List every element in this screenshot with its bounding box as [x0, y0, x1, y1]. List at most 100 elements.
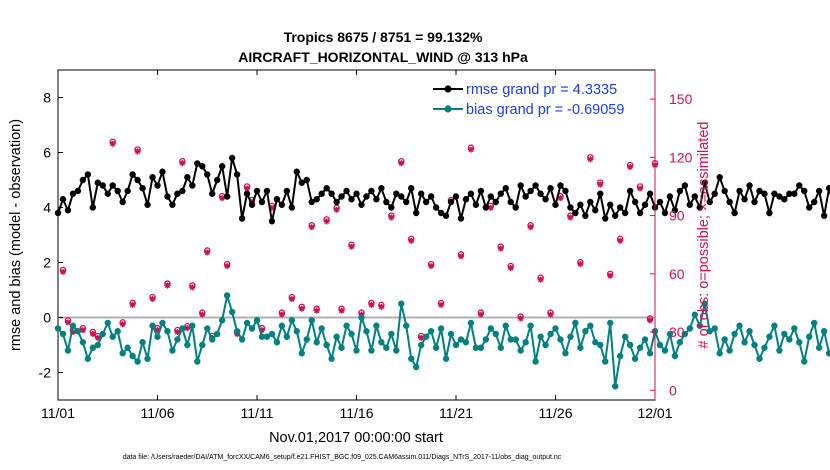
rmse-point: [820, 212, 828, 219]
obs-assimilated-point: [607, 272, 614, 279]
bias-point: [442, 355, 450, 362]
rmse-point: [462, 196, 470, 203]
bias-point: [84, 355, 92, 362]
bias-point: [318, 325, 325, 332]
rmse-point: [258, 198, 266, 206]
rmse-point: [477, 187, 485, 195]
obs-assimilated-point: [477, 311, 484, 318]
bias-point: [776, 347, 783, 354]
bias-point: [432, 344, 440, 351]
bias-point: [492, 330, 499, 338]
y-left-tick-label: -2: [39, 365, 52, 381]
bias-point: [164, 328, 171, 335]
rmse-point: [507, 198, 514, 206]
obs-assimilated-point: [298, 305, 305, 312]
rmse-point: [572, 209, 579, 217]
bias-point: [144, 355, 151, 362]
bias-point: [686, 325, 694, 332]
rmse-point: [666, 193, 674, 200]
bias-point: [447, 330, 455, 338]
bias-point: [353, 347, 360, 354]
rmse-point: [393, 190, 400, 197]
rmse-point: [263, 187, 271, 195]
obs-assimilated-point: [313, 307, 320, 314]
rmse-point: [273, 196, 281, 203]
rmse-point: [452, 193, 460, 200]
rmse-point: [124, 187, 131, 195]
rmse-point: [716, 174, 723, 181]
rmse-point: [537, 190, 544, 197]
bias-point: [701, 300, 708, 307]
rmse-point: [825, 185, 830, 192]
bias-point: [184, 341, 191, 349]
rmse-point: [612, 212, 619, 219]
rmse-point: [268, 218, 276, 225]
bias-point: [194, 358, 201, 365]
bias-point: [199, 341, 206, 349]
obs-assimilated-point: [64, 319, 71, 326]
bias-point: [358, 314, 365, 321]
rmse-point: [368, 187, 375, 195]
bias-point: [517, 347, 524, 354]
bias-point: [393, 347, 400, 354]
bias-point: [786, 336, 793, 343]
rmse-point: [348, 196, 355, 203]
obs-assimilated-point: [333, 206, 340, 213]
bias-point: [577, 344, 584, 351]
obs-assimilated-point: [109, 140, 116, 147]
bias-point: [681, 330, 689, 338]
obs-assimilated-point: [537, 276, 544, 283]
bias-point: [766, 333, 773, 340]
rmse-point: [398, 193, 405, 200]
x-tick-label: 12/01: [637, 405, 672, 421]
rmse-point: [59, 196, 67, 203]
obs-assimilated-point: [517, 315, 524, 322]
rmse-point: [602, 215, 609, 222]
bias-point: [298, 350, 305, 357]
bias-point: [218, 317, 226, 324]
obs-assimilated-point: [119, 321, 126, 328]
bias-point: [179, 325, 186, 332]
bias-point: [348, 330, 355, 338]
obs-assimilated-point: [398, 160, 405, 167]
rmse-point: [159, 168, 166, 175]
rmse-point: [303, 176, 310, 184]
bias-point: [542, 341, 549, 349]
data-file-footnote: data file: /Users/raeder/DAI/ATM_forcXX/…: [123, 454, 562, 461]
bias-point: [109, 333, 116, 340]
obs-assimilated-point: [174, 329, 181, 336]
rmse-point: [194, 160, 201, 167]
legend: rmse grand pr = 4.3335 bias grand pr = -…: [433, 82, 624, 118]
bias-point: [756, 355, 763, 362]
rmse-point: [413, 209, 420, 217]
bias-point: [636, 344, 644, 351]
rmse-point: [233, 171, 241, 178]
rmse-point: [109, 182, 116, 189]
bias-point: [248, 325, 256, 332]
obs-assimilated-point: [59, 268, 66, 275]
bias-point: [129, 352, 136, 360]
rmse-point: [711, 190, 718, 197]
bias-point: [54, 325, 62, 332]
obs-assimilated-point: [567, 214, 574, 221]
y-right-tick-label: 150: [669, 91, 693, 107]
rmse-point: [527, 187, 534, 195]
obs-assimilated-point: [507, 265, 514, 271]
obs-assimilated-point: [438, 301, 445, 308]
bias-point: [263, 333, 271, 340]
rmse-point: [442, 212, 450, 219]
rmse-point: [761, 190, 768, 197]
rmse-point: [184, 174, 191, 181]
bias-point: [59, 330, 67, 338]
rmse-point: [562, 187, 569, 195]
rmse-point: [592, 207, 599, 214]
chart-title: Tropics 8675 / 8751 = 99.132%: [284, 29, 483, 45]
rmse-point: [238, 215, 246, 222]
bias-point: [736, 322, 743, 329]
rmse-point: [403, 198, 410, 206]
rmse-point: [432, 204, 440, 211]
legend-bias-marker: [444, 105, 452, 113]
rmse-point: [781, 196, 788, 203]
rmse-point: [701, 179, 708, 186]
rmse-point: [408, 185, 415, 192]
